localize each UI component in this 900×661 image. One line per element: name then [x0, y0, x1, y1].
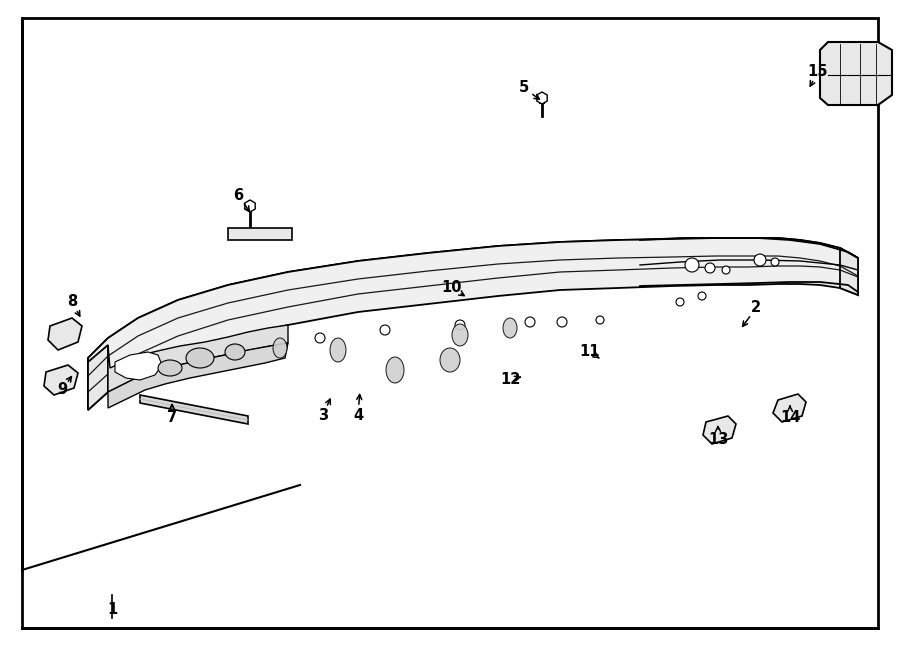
Ellipse shape: [330, 338, 346, 362]
Polygon shape: [88, 238, 858, 362]
Polygon shape: [140, 395, 248, 424]
Text: 13: 13: [707, 432, 728, 447]
Text: 9: 9: [57, 383, 68, 397]
Circle shape: [557, 317, 567, 327]
Text: 10: 10: [442, 280, 463, 295]
Circle shape: [525, 317, 535, 327]
Circle shape: [685, 258, 699, 272]
Text: 6: 6: [233, 188, 243, 202]
Text: 2: 2: [751, 301, 761, 315]
Circle shape: [722, 266, 730, 274]
Polygon shape: [115, 352, 162, 380]
Ellipse shape: [386, 357, 404, 383]
Polygon shape: [88, 345, 108, 410]
Circle shape: [596, 316, 604, 324]
Text: 8: 8: [67, 295, 77, 309]
Polygon shape: [108, 343, 288, 408]
Polygon shape: [108, 325, 288, 392]
Polygon shape: [840, 248, 858, 295]
Ellipse shape: [440, 348, 460, 372]
Polygon shape: [703, 416, 736, 444]
Polygon shape: [44, 365, 78, 395]
Ellipse shape: [158, 360, 182, 376]
Circle shape: [455, 320, 465, 330]
Circle shape: [698, 292, 706, 300]
Polygon shape: [88, 238, 858, 410]
Circle shape: [676, 298, 684, 306]
Text: 3: 3: [318, 407, 328, 422]
Polygon shape: [820, 42, 892, 105]
Ellipse shape: [452, 324, 468, 346]
Circle shape: [380, 325, 390, 335]
Ellipse shape: [273, 338, 287, 358]
Circle shape: [315, 333, 325, 343]
Ellipse shape: [186, 348, 214, 368]
Text: 14: 14: [779, 410, 800, 426]
Circle shape: [754, 254, 766, 266]
Text: 5: 5: [519, 81, 529, 95]
Text: 11: 11: [580, 344, 600, 360]
Polygon shape: [773, 394, 806, 422]
Circle shape: [705, 263, 715, 273]
Circle shape: [771, 258, 779, 266]
Ellipse shape: [503, 318, 517, 338]
Text: 4: 4: [353, 407, 363, 422]
Text: 7: 7: [166, 410, 177, 426]
Text: 15: 15: [808, 65, 828, 79]
Text: 1: 1: [107, 602, 117, 617]
Polygon shape: [48, 318, 82, 350]
Ellipse shape: [225, 344, 245, 360]
Text: 12: 12: [500, 373, 520, 387]
Polygon shape: [228, 228, 292, 240]
